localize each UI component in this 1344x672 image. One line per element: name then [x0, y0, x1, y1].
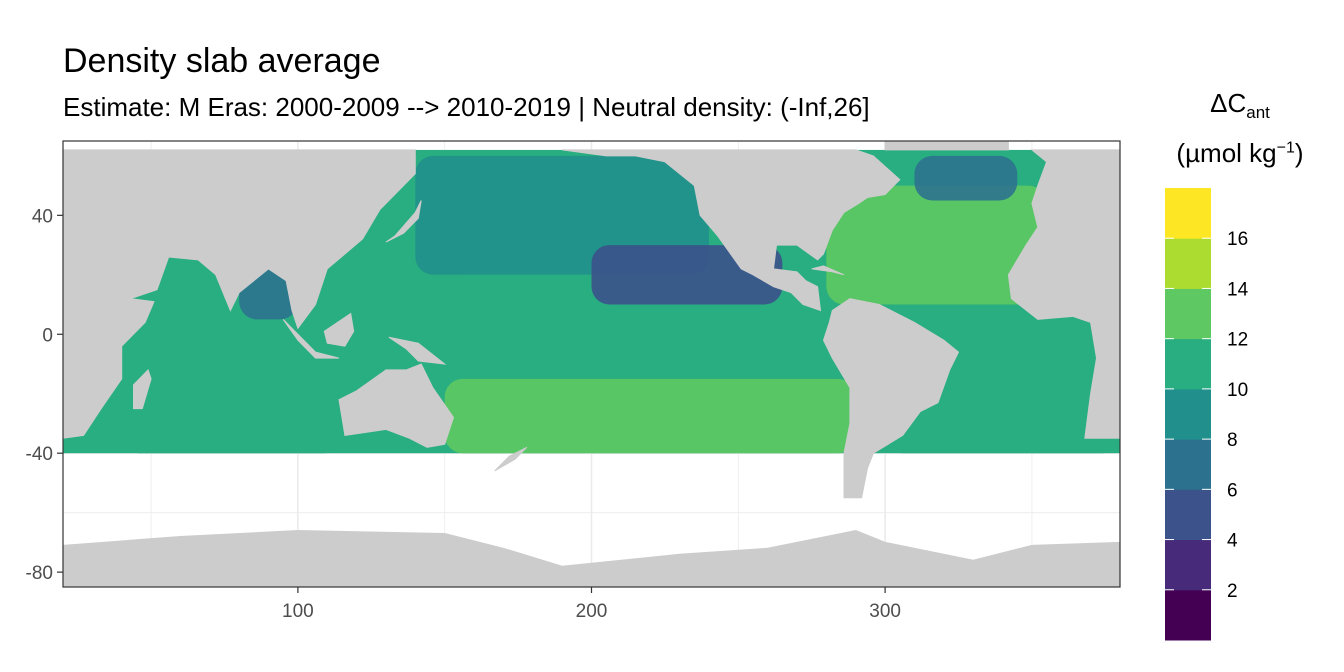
y-tick-label: -40: [26, 444, 53, 465]
legend-break-label: 10: [1227, 380, 1248, 401]
chart-subtitle: Estimate: M Eras: 2000-2009 --> 2010-201…: [63, 92, 870, 122]
land-eurasia-africa: [63, 149, 416, 439]
land-layer: [63, 141, 1120, 587]
x-tick-label: 200: [576, 601, 608, 622]
land-antarctica: [63, 529, 1120, 587]
land-australia: [338, 363, 455, 448]
land-new-guinea: [388, 336, 447, 365]
land-sumatra-java: [282, 319, 340, 359]
legend-title-text: ΔC: [1210, 88, 1247, 118]
y-tick-label: 40: [32, 206, 53, 227]
land-new-zealand: [494, 446, 528, 472]
y-tick-label: -80: [26, 563, 53, 584]
land-borneo: [323, 312, 355, 347]
legend-bin: [1165, 388, 1211, 440]
land-europe-west: [1007, 149, 1120, 439]
legend-break-label: 16: [1227, 229, 1248, 250]
legend-break-label: 6: [1227, 480, 1238, 501]
land-north-america: [562, 149, 901, 312]
land-japan: [385, 200, 422, 243]
ocean-region: [914, 155, 1018, 201]
legend-break-label: 2: [1227, 581, 1238, 602]
legend-bin: [1165, 188, 1211, 239]
legend-layer: 2 4 6 8 10 12 14 16: [1165, 188, 1249, 641]
land-cuba: [811, 265, 845, 276]
legend-bin: [1165, 539, 1211, 591]
map-layer: [63, 141, 1120, 587]
legend-units-superscript: −1: [1276, 139, 1295, 157]
legend-units-close: ): [1294, 138, 1304, 168]
ocean-region: [444, 378, 856, 454]
legend-bin: [1165, 589, 1211, 641]
ocean-region: [415, 155, 709, 275]
legend-title: ΔCant: [1150, 88, 1330, 123]
legend-bin: [1165, 338, 1211, 390]
legend-units-open: (µmol kg: [1176, 138, 1277, 168]
legend-break-label: 14: [1227, 279, 1249, 300]
chart-title: Density slab average: [63, 42, 381, 80]
legend-units: (µmol kg−1): [1150, 138, 1330, 169]
ocean-region: [826, 185, 1047, 305]
legend-bin: [1165, 439, 1211, 490]
legend-break-label: 12: [1227, 330, 1248, 351]
legend-break-label: 8: [1227, 430, 1238, 451]
ocean-region: [239, 268, 298, 320]
x-tick-label: 100: [282, 601, 314, 622]
legend-bin: [1165, 238, 1211, 289]
legend-break-label: 4: [1227, 531, 1238, 552]
x-tick-label: 300: [869, 601, 901, 622]
legend-bin: [1165, 489, 1211, 541]
land-south-america: [822, 298, 960, 499]
land-greenland: [884, 141, 1009, 151]
land-madagascar: [133, 368, 152, 410]
legend-bin: [1165, 288, 1211, 340]
legend-title-subscript: ant: [1246, 103, 1270, 123]
y-tick-label: 0: [42, 325, 53, 346]
